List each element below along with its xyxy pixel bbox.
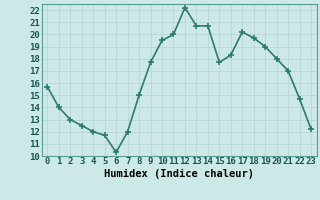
X-axis label: Humidex (Indice chaleur): Humidex (Indice chaleur) [104,169,254,179]
